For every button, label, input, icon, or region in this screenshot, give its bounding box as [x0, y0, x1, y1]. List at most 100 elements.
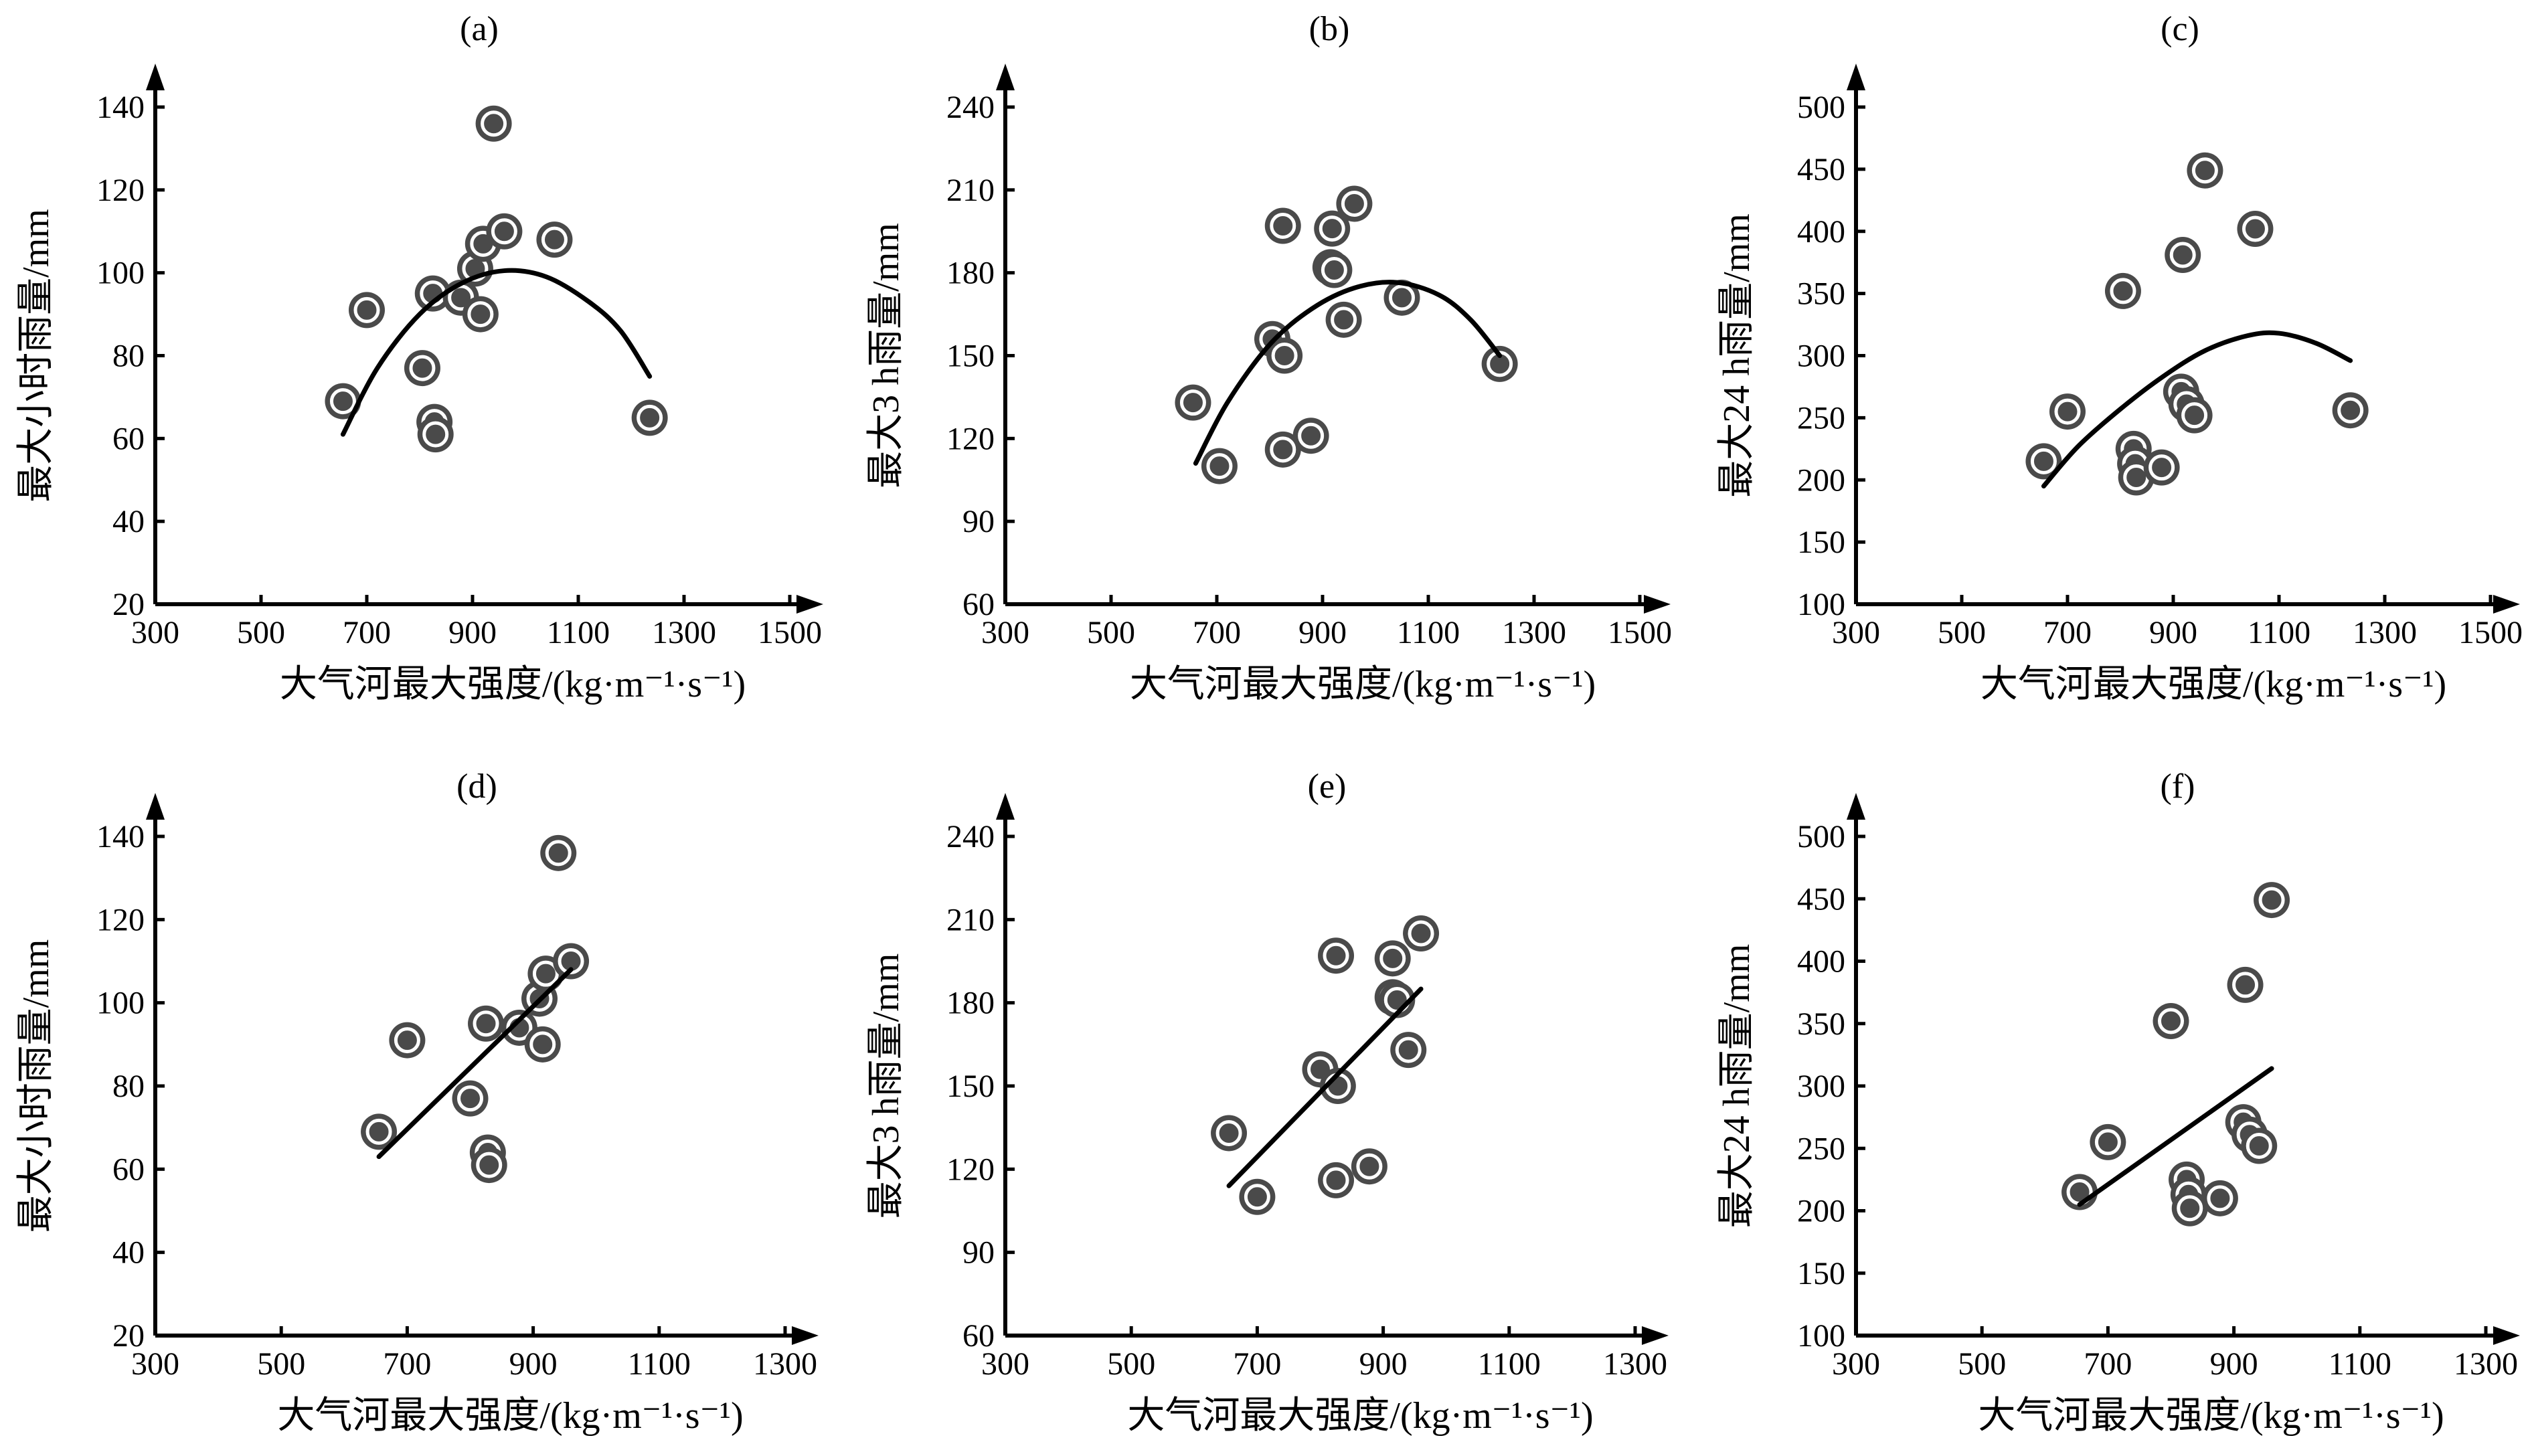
data-point	[1336, 185, 1373, 222]
data-point	[524, 1026, 561, 1063]
x-tick-label: 1100	[628, 1346, 691, 1382]
y-tick-label: 210	[946, 902, 995, 937]
data-point	[631, 399, 668, 436]
data-point-core	[481, 1157, 497, 1174]
y-tick-label: 180	[946, 256, 995, 291]
data-point-core	[641, 410, 658, 426]
y-tick-label: 500	[1797, 90, 1845, 125]
x-tick-label: 300	[981, 1346, 1029, 1382]
data-point-core	[1361, 1158, 1377, 1175]
x-tick-label: 900	[2149, 615, 2197, 650]
x-tick-label: 1500	[2458, 615, 2523, 650]
data-point	[325, 383, 361, 420]
data-point-core	[2251, 1138, 2268, 1154]
data-point-ring	[1270, 212, 1296, 239]
panel-d: 300 500 700 900 1100 1300 20 40 60 80 100 120 140 (d)…	[15, 767, 819, 1437]
data-point-core	[427, 426, 444, 443]
data-point	[2241, 1127, 2278, 1164]
y-tick-label: 120	[946, 421, 995, 456]
y-tick-label: 100	[96, 986, 145, 1021]
data-point-ring	[2232, 972, 2259, 998]
x-tick-label: 1100	[1397, 615, 1460, 650]
data-point	[1325, 301, 1362, 338]
y-tick-label: 100	[96, 256, 145, 291]
fit-line	[1226, 986, 1424, 1188]
data-point-core	[1328, 947, 1345, 964]
data-point-core	[467, 260, 483, 277]
data-point	[2025, 443, 2062, 480]
y-tick-label: 20	[112, 587, 145, 622]
y-axis-arrow-icon	[996, 793, 1015, 820]
data-point-core	[1302, 428, 1319, 444]
x-axis-title: 大气河最大强度/(kg·m⁻¹·s⁻¹)	[280, 664, 746, 705]
y-tick-label: 120	[946, 1152, 995, 1187]
data-point-core	[2181, 1200, 2198, 1216]
data-point	[1316, 252, 1353, 288]
data-point	[1319, 1068, 1356, 1104]
data-point-core	[2247, 221, 2264, 238]
x-axis-title: 大气河最大强度/(kg·m⁻¹·s⁻¹)	[1127, 1395, 1593, 1437]
data-point	[2332, 392, 2369, 429]
y-tick-label: 100	[1797, 1318, 1845, 1354]
data-point	[389, 1022, 426, 1059]
data-point-core	[485, 115, 502, 132]
data-point	[1211, 1115, 1248, 1152]
data-point-ring	[2181, 402, 2208, 429]
data-point-ring	[2030, 448, 2057, 474]
y-tick-label: 140	[96, 90, 145, 125]
data-point-ring	[1244, 1184, 1270, 1210]
data-point-core	[1326, 262, 1343, 278]
data-point-core	[1185, 394, 1201, 411]
data-point-core	[2175, 247, 2191, 264]
data-point	[2165, 237, 2201, 274]
y-tick-label: 60	[112, 1152, 145, 1187]
data-point-core	[1274, 441, 1291, 458]
data-point-ring	[1319, 215, 1345, 242]
panel-b: 300 500 700 900 1100 1300 1500 60 90 120 150 180 210…	[865, 10, 1672, 705]
data-point-ring	[1215, 1119, 1242, 1146]
y-tick-label: 60	[962, 587, 995, 622]
data-point-ring	[1395, 1036, 1422, 1063]
y-axis-arrow-icon	[1847, 793, 1865, 820]
y-tick-label: 60	[962, 1318, 995, 1354]
y-tick-label: 350	[1797, 1006, 1845, 1042]
data-point-core	[399, 1032, 416, 1049]
data-point-core	[1312, 1061, 1329, 1078]
data-point	[475, 105, 512, 142]
data-point-core	[1324, 220, 1341, 237]
data-point-core	[2342, 402, 2359, 419]
x-tick-label: 700	[2084, 1346, 2132, 1382]
data-point-core	[472, 306, 489, 323]
x-axis-arrow-icon	[796, 595, 823, 614]
fit-line	[2077, 1066, 2274, 1207]
panel-f: 300 500 700 900 1100 1300 100 150 200 250 300 350 40…	[1716, 767, 2520, 1437]
data-point-ring	[1389, 284, 1415, 311]
x-tick-label: 1300	[652, 615, 716, 650]
x-tick-label: 700	[1193, 615, 1241, 650]
y-axis-title: 最大小时雨量/mm	[15, 939, 57, 1233]
data-point	[1292, 418, 1329, 454]
x-axis-title: 大气河最大强度/(kg·m⁻¹·s⁻¹)	[1130, 664, 1596, 705]
data-point	[2090, 1123, 2126, 1160]
x-tick-label: 1300	[2353, 615, 2417, 650]
x-axis-title: 大气河最大强度/(kg·m⁻¹·s⁻¹)	[1978, 1395, 2444, 1437]
panel-c: 300 500 700 900 1100 1300 1500 100 150 200 250 300 3…	[1716, 10, 2523, 705]
data-point-ring	[394, 1027, 420, 1054]
x-tick-label: 700	[1233, 1346, 1281, 1382]
data-point-core	[537, 966, 554, 982]
data-point	[1201, 448, 1238, 484]
data-point-core	[2186, 407, 2203, 424]
data-point-core	[1335, 311, 1352, 328]
data-point-core	[1491, 355, 1508, 372]
data-point	[2176, 397, 2213, 434]
data-point	[1264, 431, 1301, 468]
data-point	[1374, 940, 1411, 977]
y-tick-label: 120	[96, 173, 145, 208]
data-point-core	[1384, 950, 1401, 967]
x-tick-label: 700	[383, 1346, 431, 1382]
data-point	[2143, 449, 2180, 486]
data-point	[1390, 1032, 1427, 1069]
y-tick-label: 300	[1797, 1069, 1845, 1104]
data-point-ring	[1341, 190, 1367, 217]
data-point-core	[2197, 162, 2213, 179]
